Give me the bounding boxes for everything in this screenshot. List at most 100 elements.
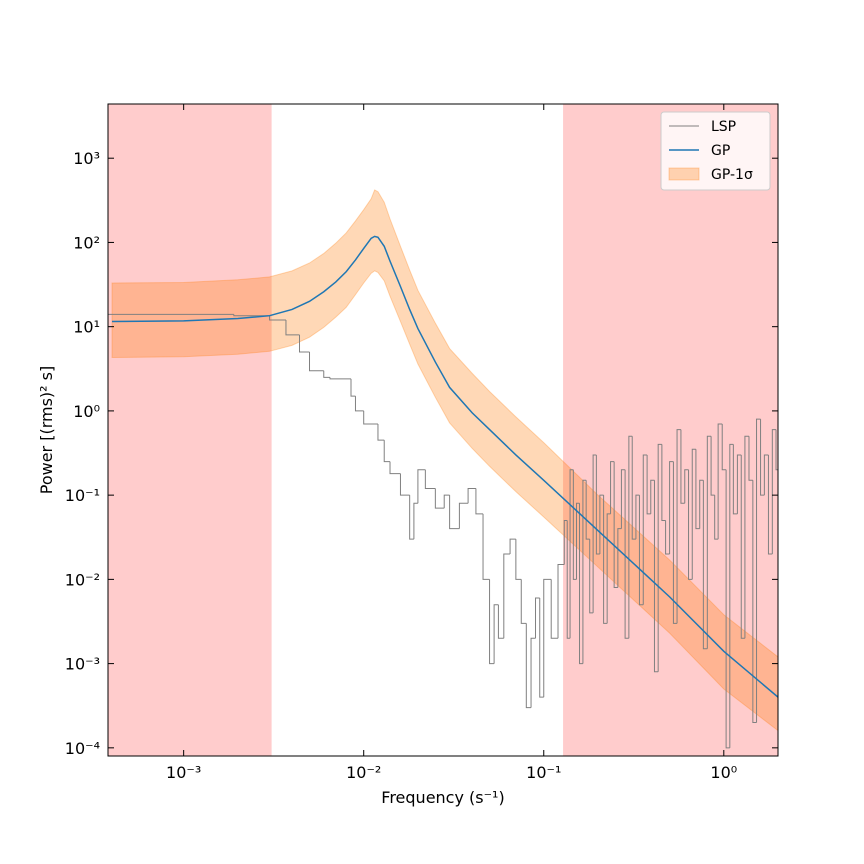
lsp-step <box>624 469 629 639</box>
lsp-step <box>748 436 753 481</box>
x-tick-label: 10⁰ <box>710 763 737 782</box>
lsp-step <box>443 494 450 509</box>
y-tick-label: 10¹ <box>73 318 100 337</box>
legend-label: GP <box>711 143 730 159</box>
lsp-step <box>535 597 540 639</box>
lsp-step <box>646 454 651 515</box>
lsp-step <box>669 461 674 555</box>
y-tick-label: 10⁰ <box>73 402 100 421</box>
lsp-step <box>610 461 615 514</box>
lsp-step <box>688 469 693 580</box>
lsp-step <box>493 604 499 664</box>
lsp-step <box>503 553 511 639</box>
lsp-step <box>699 479 704 529</box>
lsp-step <box>579 503 583 665</box>
lsp-step <box>530 637 536 708</box>
lsp-step <box>684 469 689 504</box>
lsp-step <box>329 377 351 380</box>
y-tick-label: 10³ <box>73 149 100 168</box>
lsp-step <box>725 469 730 749</box>
lsp-step <box>710 436 715 496</box>
lsp-step <box>702 480 708 650</box>
lsp-step <box>617 528 622 588</box>
x-axis-label: Frequency (s⁻¹) <box>381 788 504 807</box>
lsp-step <box>744 435 749 639</box>
lsp-step <box>575 502 580 580</box>
lsp-step <box>599 494 604 555</box>
shaded-region <box>563 104 778 756</box>
lsp-step <box>657 443 662 672</box>
lsp-step <box>721 423 727 471</box>
lsp-step <box>475 488 484 515</box>
legend-label: GP-1σ <box>711 167 753 183</box>
lsp-step <box>695 449 700 530</box>
lsp-step <box>729 443 734 748</box>
lsp-step <box>449 495 460 530</box>
lsp-step <box>595 454 600 555</box>
legend-box <box>660 111 771 191</box>
lsp-step <box>354 396 364 412</box>
y-axis-label: Power [(rms)² s] <box>37 366 56 494</box>
lsp-step <box>520 579 527 624</box>
lsp-step <box>752 480 757 723</box>
lsp-step <box>323 370 331 378</box>
y-tick-label: 10⁻³ <box>65 655 100 674</box>
lsp-step <box>676 429 681 624</box>
lsp-step <box>763 454 769 496</box>
lsp-step <box>613 461 618 589</box>
axes: 10⁻³ 10⁻² 10⁻¹ 10⁰ 10⁻⁴ 10⁻³ 10⁻² 10⁻¹ 10⁰ 10¹ 10²… <box>65 103 779 782</box>
plot-frame <box>107 103 779 757</box>
lsp-step <box>413 502 418 540</box>
lsp-step <box>653 480 659 673</box>
lsp-step <box>566 520 571 639</box>
lsp-step <box>409 495 414 540</box>
lsp-step <box>589 539 594 614</box>
lsp-step <box>309 352 324 372</box>
lsp-step <box>736 454 742 514</box>
lsp-step <box>377 423 385 441</box>
lsp-step <box>557 564 565 639</box>
lsp-step <box>434 488 445 509</box>
lsp-step <box>383 440 391 463</box>
lsp-step <box>628 435 633 639</box>
lsp-step <box>482 513 490 580</box>
lsp-step <box>740 454 745 639</box>
lsp-step <box>775 429 778 471</box>
lsp-step <box>771 429 777 555</box>
y-tick-label: 10² <box>73 233 100 252</box>
lsp-step <box>563 519 568 565</box>
x-tick-label: 10⁻¹ <box>526 763 561 782</box>
legend-label: LSP <box>711 119 736 135</box>
lsp-step <box>569 469 574 639</box>
lsp-step <box>497 604 504 639</box>
gp-line <box>112 235 778 698</box>
lsp-step <box>650 479 655 514</box>
lsp-step <box>732 444 738 515</box>
legend: LSP GP GP-1σ <box>660 111 771 191</box>
lsp-step <box>717 423 723 540</box>
lsp-step <box>756 418 761 723</box>
x-tick-label: 10⁻³ <box>166 763 201 782</box>
confidence-band <box>111 189 778 732</box>
lsp-step <box>525 623 532 709</box>
lsp-step <box>363 410 378 425</box>
lsp-step <box>550 579 559 639</box>
lsp-step <box>389 461 401 475</box>
lsp-step <box>399 473 410 496</box>
lsp-step <box>582 479 587 664</box>
lsp-step <box>285 319 300 336</box>
lsp-step <box>638 495 644 606</box>
plot-area <box>108 104 778 756</box>
lsp-step <box>299 334 310 353</box>
lsp-step <box>642 454 648 605</box>
lsp-step <box>706 435 712 649</box>
lsp-step <box>543 578 552 698</box>
y-tick-label: 10⁻⁴ <box>65 739 100 758</box>
lsp-step <box>515 539 522 580</box>
lsp-step <box>620 469 626 529</box>
lsp-step <box>661 444 666 521</box>
lsp-step <box>680 429 685 504</box>
lsp-step <box>585 480 590 540</box>
lsp-step <box>489 579 495 665</box>
